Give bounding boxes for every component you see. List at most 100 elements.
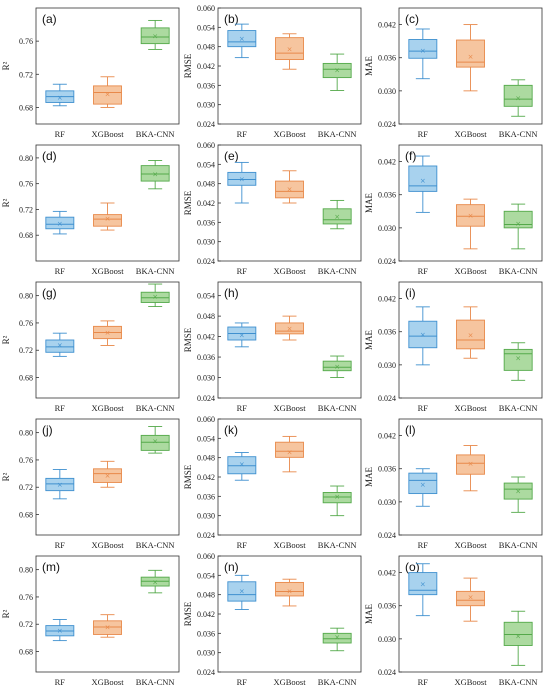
y-tick-label: 0.060 xyxy=(197,4,215,13)
x-tick-label: RF xyxy=(237,677,248,687)
y-tick-label: 0.036 xyxy=(378,54,396,63)
iqr-box xyxy=(140,165,170,182)
y-tick-label: 0.042 xyxy=(197,610,215,619)
y-tick-label: 0.024 xyxy=(378,120,396,129)
box-rf: × xyxy=(408,468,438,507)
y-tick-label: 0.054 xyxy=(197,434,215,443)
y-tick-label: 0.030 xyxy=(378,635,396,644)
y-tick-label: 0.042 xyxy=(197,62,215,71)
panel-g: 0.68 0.72 0.76 0.80 R² (g) × RF × XGBoost × BKA-CNN xyxy=(1,281,180,413)
x-tick-label: XGBoost xyxy=(454,677,487,687)
box-xgboost: × xyxy=(93,614,122,638)
y-tick-label: 0.76 xyxy=(19,37,33,46)
y-tick-label: 0.68 xyxy=(19,103,33,112)
panel-c: 0.024 0.030 0.036 0.042 MAE (c) × RF × XGBoost × BK… xyxy=(364,7,543,139)
mean-marker: × xyxy=(515,220,521,228)
mean-marker: × xyxy=(152,293,158,301)
panel-n: 0.024 0.030 0.036 0.042 0.048 0.054 0.060 RMSE (… xyxy=(183,552,362,687)
x-tick-label: BKA-CNN xyxy=(318,129,357,139)
mean-marker: × xyxy=(57,220,63,228)
mean-marker: × xyxy=(468,593,474,601)
y-axis-title: MAE xyxy=(364,329,374,350)
y-tick-label: 0.054 xyxy=(197,292,215,301)
iqr-box xyxy=(45,477,75,492)
y-tick-label: 0.024 xyxy=(378,531,396,540)
y-tick-label: 0.030 xyxy=(197,101,215,110)
y-tick-label: 0.024 xyxy=(197,531,215,540)
y-tick-label: 0.060 xyxy=(197,141,215,150)
box-bka-cnn: × xyxy=(322,485,352,517)
y-tick-label: 0.024 xyxy=(197,120,215,129)
iqr-box xyxy=(408,472,438,495)
panel-label: (o) xyxy=(405,560,420,574)
panel-label: (h) xyxy=(224,286,239,300)
x-tick-label: RF xyxy=(55,403,66,413)
y-tick-label: 0.68 xyxy=(19,374,33,383)
x-tick-label: XGBoost xyxy=(454,403,487,413)
box-xgboost: × xyxy=(275,315,304,341)
box-rf: × xyxy=(45,469,75,500)
mean-marker: × xyxy=(287,186,293,194)
mean-marker: × xyxy=(468,53,474,61)
plot-frame xyxy=(398,418,543,536)
mean-marker: × xyxy=(105,472,111,480)
y-tick-label: 0.72 xyxy=(19,70,33,79)
x-tick-label: BKA-CNN xyxy=(499,677,538,687)
box-xgboost: × xyxy=(93,202,122,231)
panel-label: (k) xyxy=(224,423,238,437)
iqr-box xyxy=(503,84,533,107)
box-bka-cnn: × xyxy=(322,53,352,91)
mean-marker: × xyxy=(239,587,245,595)
mean-marker: × xyxy=(420,177,426,185)
y-tick-label: 0.030 xyxy=(378,87,396,96)
panel-b: 0.024 0.030 0.036 0.042 0.048 0.054 0.060 RMSE (… xyxy=(183,4,362,139)
x-tick-label: XGBoost xyxy=(454,266,487,276)
x-tick-label: RF xyxy=(418,266,429,276)
plot-frame xyxy=(398,7,543,125)
box-rf: × xyxy=(408,28,438,80)
plot-frame xyxy=(217,555,362,673)
iqr-box xyxy=(503,621,533,646)
mean-marker: × xyxy=(57,341,63,349)
box-rf: × xyxy=(227,161,257,204)
box-xgboost: × xyxy=(275,33,304,70)
box-xgboost: × xyxy=(456,445,485,492)
box-rf: × xyxy=(45,83,75,107)
x-tick-label: RF xyxy=(55,540,66,550)
box-xgboost: × xyxy=(456,198,485,250)
iqr-box xyxy=(456,319,485,350)
y-tick-label: 0.80 xyxy=(19,429,33,438)
iqr-box xyxy=(93,85,122,105)
mean-marker: × xyxy=(152,578,158,586)
iqr-box xyxy=(408,320,438,349)
mean-marker: × xyxy=(420,47,426,55)
plot-frame xyxy=(35,418,180,536)
panel-label: (i) xyxy=(405,286,416,300)
mean-marker: × xyxy=(287,449,293,457)
mean-marker: × xyxy=(468,212,474,220)
x-tick-label: BKA-CNN xyxy=(136,540,175,550)
mean-marker: × xyxy=(420,331,426,339)
y-tick-label: 0.036 xyxy=(378,465,396,474)
plot-frame xyxy=(35,144,180,262)
mean-marker: × xyxy=(420,581,426,589)
y-tick-label: 0.72 xyxy=(19,205,33,214)
y-tick-label: 0.76 xyxy=(19,319,33,328)
box-xgboost: × xyxy=(456,577,485,622)
mean-marker: × xyxy=(334,633,340,641)
box-xgboost: × xyxy=(93,460,122,488)
iqr-box xyxy=(227,171,257,186)
box-xgboost: × xyxy=(93,320,122,346)
y-axis-title: R² xyxy=(1,609,11,618)
y-axis-title: MAE xyxy=(364,192,374,213)
y-tick-label: 0.030 xyxy=(197,649,215,658)
panel-a: 0.68 0.72 0.76 R² (a) × RF × XGBoost × BKA-CNN xyxy=(1,7,180,139)
x-tick-label: RF xyxy=(237,129,248,139)
x-tick-label: BKA-CNN xyxy=(136,266,175,276)
x-tick-label: XGBoost xyxy=(91,677,124,687)
x-tick-label: XGBoost xyxy=(454,129,487,139)
mean-marker: × xyxy=(239,176,245,184)
mean-marker: × xyxy=(515,633,521,641)
panel-h: 0.024 0.030 0.036 0.042 0.048 0.054 RMSE (h) × RF… xyxy=(183,281,362,413)
